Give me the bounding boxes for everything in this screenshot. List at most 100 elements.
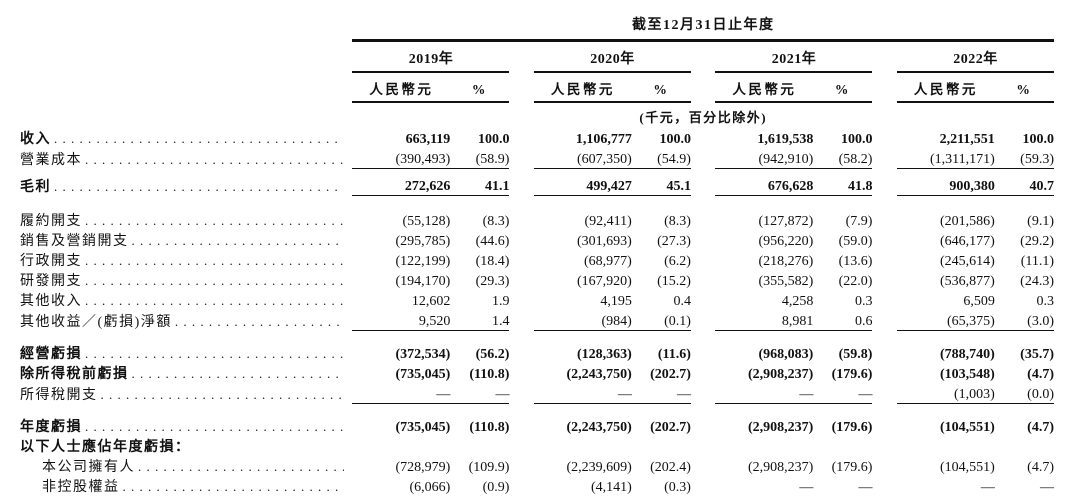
cell-value: — — [352, 383, 451, 404]
cell-value — [715, 436, 813, 456]
period-header: 截至12月31日止年度 — [352, 8, 1054, 42]
column-gap — [872, 331, 896, 364]
cell-value: (295,785) — [395, 234, 451, 250]
cell-value: (942,910) — [715, 148, 814, 169]
cell-value: (122,199) — [395, 254, 451, 270]
row-label: 研發開支 — [20, 270, 352, 290]
column-gap — [872, 310, 896, 331]
dot-leader — [54, 132, 344, 148]
column-gap — [691, 436, 715, 456]
cell-value — [995, 436, 1054, 456]
table-row: 其他收入 12,602 1.9 4,195 0.4 4,258 0.3 6,509 0.3 — [20, 290, 1054, 310]
cell-value: (1,003) — [896, 383, 995, 404]
cell-value: (4.7) — [1027, 367, 1054, 383]
unit-note: (千元，百分比除外) — [639, 110, 768, 125]
cell-value: (11.6) — [657, 347, 691, 363]
cell-value: (735,045) — [395, 420, 451, 436]
column-gap — [691, 196, 715, 231]
cell-value: 9,520 — [352, 310, 451, 331]
column-gap — [872, 383, 896, 404]
cell-value: (202.7) — [650, 367, 691, 383]
column-gap — [872, 128, 896, 148]
cell-value — [534, 436, 632, 456]
year-header-2019: 2019年 — [352, 40, 510, 73]
cell-value: 100.0 — [659, 132, 691, 148]
cell-value: — — [813, 383, 873, 404]
cell-value: (29.3) — [475, 274, 510, 290]
cell-value: (355,582) — [758, 274, 814, 290]
cell-value: — — [1040, 480, 1054, 496]
cell-value: (92,411) — [584, 214, 632, 230]
row-label: 銷售及營銷開支 — [20, 230, 352, 250]
column-gap — [872, 404, 896, 437]
cell-value: (372,534) — [395, 347, 451, 363]
cell-value: (104,551) — [939, 460, 995, 476]
column-gap — [872, 456, 896, 476]
cell-value: (54.9) — [631, 148, 691, 169]
cell-value: (110.8) — [469, 367, 510, 383]
cell-value: (18.4) — [475, 254, 510, 270]
cell-value: (218,276) — [758, 254, 814, 270]
cell-value: (0.3) — [664, 480, 691, 496]
header-spacer — [20, 72, 352, 102]
cell-value: — — [980, 480, 995, 496]
row-label: 其他收益／(虧損)淨額 — [20, 310, 352, 331]
column-gap — [509, 41, 533, 73]
cell-value: — — [533, 383, 632, 404]
dot-leader — [85, 214, 344, 230]
cell-value: 4,195 — [600, 294, 632, 310]
cell-value: (8.3) — [482, 214, 510, 230]
cell-value: (15.2) — [657, 274, 691, 290]
table-row: 營業成本(390,493)(58.9) (607,350)(54.9) (942,9… — [20, 148, 1054, 169]
row-label: 非控股權益 — [20, 476, 352, 496]
cell-value: (202.7) — [650, 420, 691, 436]
year-header-2020: 2020年 — [533, 40, 691, 73]
cell-value: (202.4) — [650, 460, 691, 476]
column-gap — [509, 436, 533, 456]
cell-value: (11.1) — [1020, 254, 1054, 270]
cell-value: 0.4 — [673, 294, 691, 310]
column-gap — [509, 250, 533, 270]
table-row: 本公司擁有人 (728,979) (109.9) (2,239,609) (202.4)… — [20, 456, 1054, 476]
cell-value: (301,693) — [576, 234, 632, 250]
column-gap — [691, 456, 715, 476]
cell-value: (179.6) — [831, 367, 873, 383]
cell-value: 100.0 — [477, 132, 510, 148]
row-label: 本公司擁有人 — [20, 456, 352, 476]
cell-value: 45.1 — [631, 168, 691, 196]
cell-value: 40.7 — [994, 168, 1054, 196]
row-label: 其他收入 — [20, 290, 352, 310]
dot-leader — [85, 254, 344, 270]
cell-value: (179.6) — [831, 420, 873, 436]
cell-value: (22.0) — [838, 274, 873, 290]
column-gap — [509, 270, 533, 290]
cell-value: (4,141) — [590, 480, 632, 496]
cell-value: (110.8) — [469, 420, 510, 436]
column-gap — [872, 169, 896, 196]
dot-leader — [132, 367, 345, 383]
cell-value: (194,170) — [395, 274, 451, 290]
cell-value: (44.6) — [475, 234, 510, 250]
column-gap — [691, 290, 715, 310]
cell-value: — — [715, 383, 814, 404]
column-gap — [691, 331, 715, 364]
dot-leader — [138, 460, 344, 476]
cell-value: (245,614) — [939, 254, 995, 270]
column-gap — [872, 148, 896, 169]
cell-value: (58.9) — [450, 148, 510, 169]
cell-value — [897, 436, 995, 456]
cell-value: 663,119 — [405, 132, 451, 148]
cell-value: (6,066) — [409, 480, 451, 496]
table-body: 收入 663,119 100.0 1,106,777 100.0 1,619,538 100… — [20, 128, 1054, 496]
cell-value: 1,106,777 — [575, 132, 632, 148]
cell-value: (607,350) — [533, 148, 632, 169]
cell-value: (65,375) — [896, 310, 995, 331]
column-gap — [509, 383, 533, 404]
cell-value: (735,045) — [395, 367, 451, 383]
cell-value: (1,311,171) — [896, 148, 995, 169]
column-gap — [509, 310, 533, 331]
cell-value: — — [858, 480, 873, 496]
dot-leader — [85, 153, 344, 169]
column-gap — [872, 196, 896, 231]
